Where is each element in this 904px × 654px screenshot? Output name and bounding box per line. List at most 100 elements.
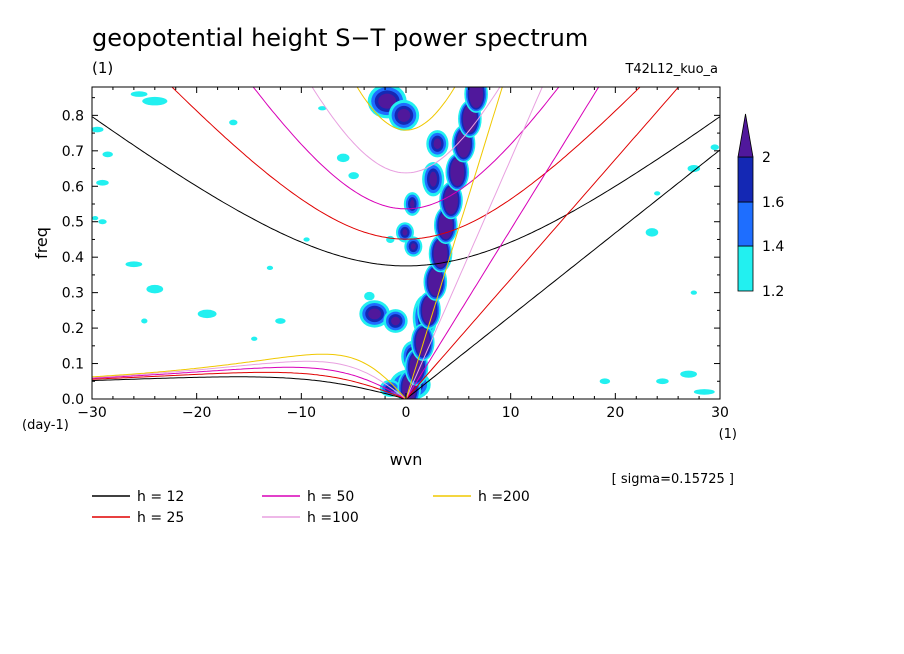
power-blob-24-level-0 (102, 151, 113, 158)
gravity-curve-h50 (252, 87, 560, 210)
power-blob-2-level-3 (433, 138, 442, 150)
power-blob-0-level-3 (378, 93, 397, 109)
power-blob-12-level-2 (384, 384, 396, 393)
legend-label-h50: h = 50 (307, 489, 354, 505)
power-blob-4-level-3 (410, 199, 415, 209)
power-blob-21-level-0 (130, 91, 148, 97)
power-blob-7-level-3 (368, 308, 381, 320)
x-tick-label: 20 (606, 405, 624, 421)
rossby-curve-h12 (92, 376, 407, 399)
power-blob-19-level-0 (146, 284, 164, 294)
power-blob-20-level-0 (142, 96, 168, 106)
power-blob-16-level-0 (364, 291, 375, 301)
power-ridge-11-level-3 (469, 87, 484, 109)
power-blob-27-level-0 (229, 119, 238, 126)
power-ridge-3-level-3 (422, 296, 437, 325)
power-blob-6-level-3 (410, 243, 416, 250)
colorbar-label: 1.4 (762, 239, 784, 255)
y-axis-label: freq (32, 227, 51, 259)
y-tick-label: 0.5 (62, 215, 84, 231)
kelvin-curve-h25 (405, 87, 680, 399)
rossby-curve-h50 (92, 366, 407, 399)
y-unit-label: (day-1) (22, 418, 69, 433)
colorbar: 1.2 1.4 1.6 2 (737, 113, 784, 300)
power-blob-1-level-3 (397, 108, 411, 122)
power-blob-39-level-0 (680, 370, 697, 378)
chart-subtitle: (1) (92, 59, 113, 77)
power-blob-3-level-3 (429, 171, 438, 187)
x-tick-label: −20 (182, 405, 212, 421)
power-blob-13-level-0 (336, 153, 350, 163)
power-blob-23-level-0 (96, 179, 109, 186)
y-tick-label: 0.3 (62, 286, 84, 302)
power-blob-32-level-0 (251, 336, 258, 341)
axis-ticks: −30 −20 −10 0 10 20 30 0.0 0.1 0.2 0.3 0.4 0.5 0.6 0.7… (62, 87, 729, 421)
power-blob-34-level-0 (645, 228, 659, 237)
sigma-label: [ sigma=0.15725 ] (612, 472, 734, 487)
kelvin-curve-h12 (405, 149, 720, 399)
colorbar-label: 2 (762, 150, 771, 166)
power-blob-41-level-0 (599, 378, 611, 385)
power-ridge-8-level-3 (450, 158, 465, 187)
power-blob-22-level-0 (92, 126, 104, 133)
y-tick-label: 0.2 (62, 321, 84, 337)
rossby-curve-h200 (92, 353, 407, 399)
dispersion-curves (92, 87, 720, 399)
power-blob-14-level-0 (348, 172, 359, 180)
power-blob-36-level-0 (710, 144, 719, 151)
power-blob-31-level-0 (275, 318, 286, 324)
run-label: T42L12_kuo_a (624, 62, 718, 77)
y-tick-label: 0.1 (62, 357, 84, 373)
legend: h = 12 h = 25 h = 50 h =100 h =200 (92, 489, 530, 526)
x-axis-label: wvn (390, 450, 423, 469)
y-tick-label: 0.7 (62, 144, 84, 160)
x-tick-label: −30 (77, 405, 107, 421)
power-layer (92, 87, 719, 399)
power-blob-8-level-3 (391, 316, 401, 326)
colorbar-label: 1.6 (762, 195, 784, 211)
legend-label-h100: h =100 (307, 510, 359, 526)
y-tick-label: 0.0 (62, 392, 84, 408)
x-unit-label: (1) (719, 427, 737, 442)
gravity-curve-h100 (311, 87, 501, 174)
power-blob-40-level-0 (656, 378, 669, 385)
power-blob-37-level-0 (654, 191, 661, 196)
kelvin-curve-h200 (405, 87, 503, 399)
gravity-curve-h12 (92, 116, 720, 267)
power-blob-15-level-0 (386, 235, 395, 243)
power-blob-30-level-0 (266, 265, 274, 270)
x-tick-label: 30 (711, 405, 729, 421)
power-blob-35-level-0 (687, 165, 701, 173)
colorbar-segment-1 (737, 201, 754, 247)
rossby-curve-h100 (92, 360, 407, 399)
legend-label-h200: h =200 (478, 489, 530, 505)
colorbar-segment-2 (737, 156, 754, 203)
legend-label-h12: h = 12 (137, 489, 184, 505)
power-blob-25-level-0 (92, 216, 99, 221)
y-tick-label: 0.6 (62, 179, 84, 195)
power-blob-5-level-3 (402, 229, 408, 236)
power-blob-33-level-0 (141, 318, 148, 324)
x-tick-label: 10 (502, 405, 520, 421)
chart-title: geopotential height S−T power spectrum (92, 24, 588, 52)
y-tick-label: 0.4 (62, 250, 84, 266)
x-tick-label: 0 (402, 405, 411, 421)
y-tick-label: 0.8 (62, 108, 84, 124)
kelvin-curve-h50 (405, 87, 600, 399)
power-blob-29-level-0 (303, 237, 310, 242)
rossby-curve-h25 (92, 371, 407, 399)
power-blob-42-level-0 (690, 290, 697, 295)
kelvin-curve-h100 (405, 87, 543, 399)
power-ridge-2-level-3 (415, 328, 430, 357)
power-blob-26-level-0 (98, 219, 107, 225)
x-tick-label: −10 (287, 405, 317, 421)
power-ridge-4-level-3 (428, 268, 443, 296)
colorbar-arrow (737, 113, 754, 158)
gravity-curve-h200 (356, 87, 456, 131)
power-blob-28-level-0 (318, 106, 327, 111)
power-blob-18-level-0 (125, 261, 143, 268)
legend-label-h25: h = 25 (137, 510, 184, 526)
gravity-curve-h25 (171, 87, 641, 240)
power-blob-17-level-0 (197, 309, 217, 319)
